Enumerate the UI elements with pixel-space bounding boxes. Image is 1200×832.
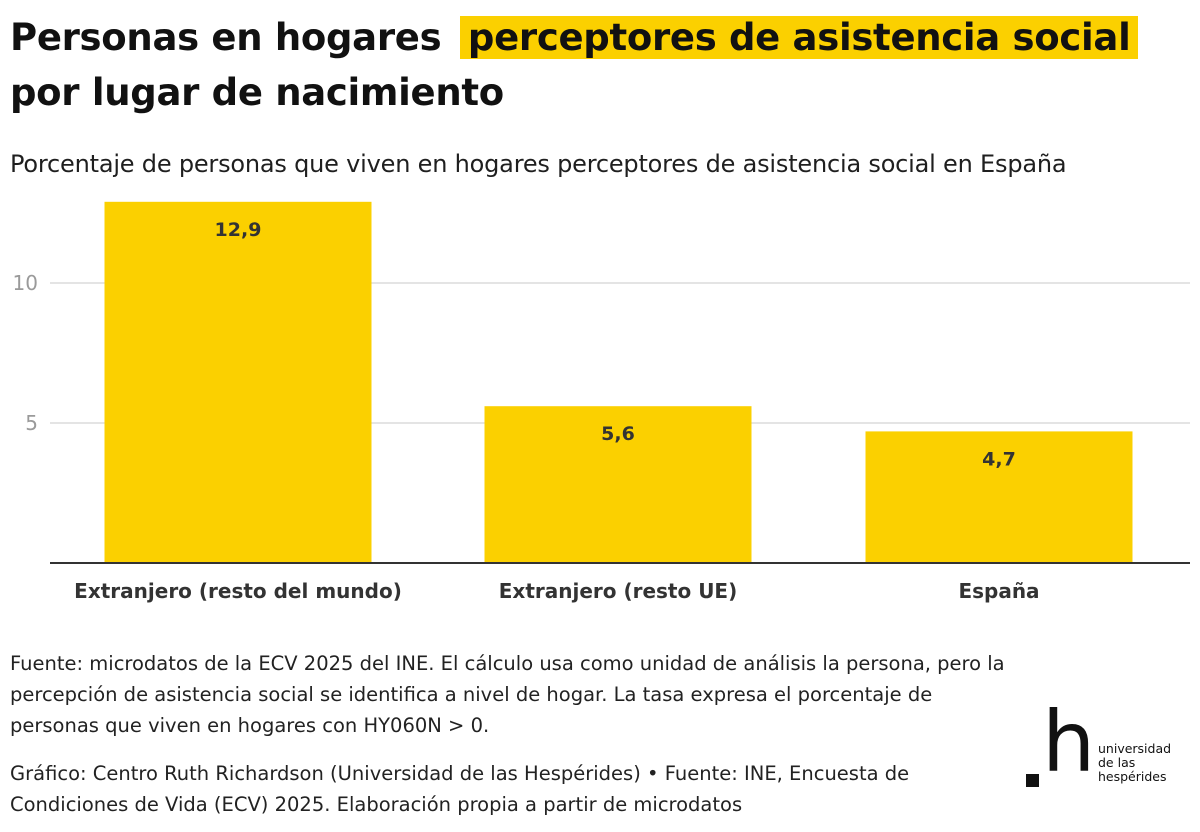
bar-chart: 5 10 12,9 Extranjero (resto del mundo) 5,6 Ex… [13, 201, 1190, 603]
bar-1 [104, 201, 372, 564]
chart-title: Personas en hogares perceptores de asist… [10, 10, 1190, 120]
y-tick-label-5: 5 [25, 411, 38, 435]
logo-text: universidad de las hespérides [1098, 742, 1190, 784]
x-category-label-2: Extranjero (resto UE) [499, 579, 738, 603]
x-category-label-1: Extranjero (resto del mundo) [74, 579, 402, 603]
bar-2 [484, 406, 752, 563]
university-logo: h universidad de las hespérides [1022, 700, 1192, 792]
x-category-label-3: España [958, 579, 1039, 603]
title-highlight: perceptores de asistencia social [459, 16, 1139, 59]
logo-line-1: universidad [1098, 741, 1172, 756]
logo-dot [1026, 774, 1039, 787]
logo-line-2: de las [1098, 755, 1136, 770]
logo-h-mark: h [1042, 693, 1096, 791]
title-part-1: Personas en hogares [10, 16, 442, 59]
bar-value-label-1: 12,9 [215, 219, 262, 241]
source-credit: Gráfico: Centro Ruth Richardson (Univers… [10, 762, 910, 816]
chart-subtitle: Porcentaje de personas que viven en hoga… [10, 150, 1067, 178]
bar-value-label-3: 4,7 [982, 448, 1016, 470]
bar-3 [865, 431, 1133, 563]
logo-line-3: hespérides [1098, 769, 1167, 784]
bar-value-label-2: 5,6 [601, 423, 635, 445]
methodology-note: Fuente: microdatos de la ECV 2025 del IN… [10, 652, 1005, 737]
y-tick-label-10: 10 [13, 271, 38, 295]
title-part-2: por lugar de nacimiento [10, 71, 504, 114]
